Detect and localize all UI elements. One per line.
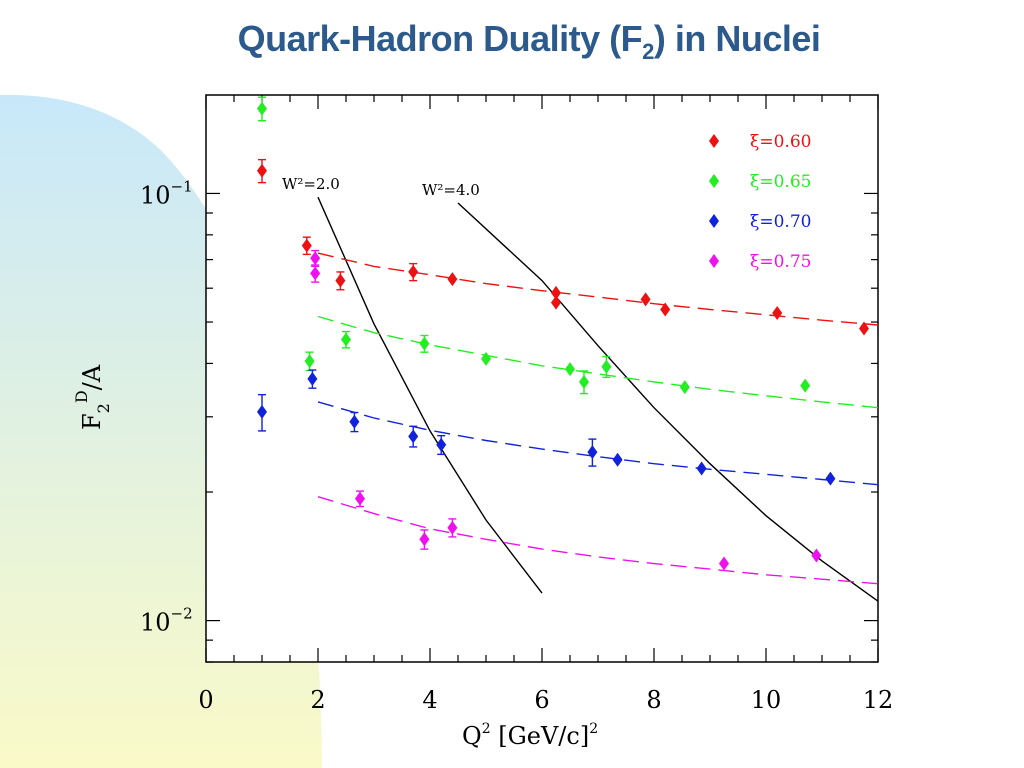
data-point-3 [310, 266, 321, 281]
data-point-2 [587, 445, 598, 460]
y-tick-label: 10−1 [140, 177, 193, 209]
legend-marker [709, 134, 719, 148]
data-point-2 [408, 429, 419, 444]
legend: ξ=0.60 ξ=0.65 ξ=0.70 ξ=0.75 [709, 132, 811, 272]
data-point-2 [307, 371, 318, 386]
data-point-2 [825, 471, 836, 486]
legend-label: ξ=0.65 [750, 172, 811, 192]
w2-curve-0 [317, 196, 543, 594]
title-subscript: 2 [642, 39, 654, 65]
data-point-2 [257, 404, 267, 419]
x-tick-label: 6 [534, 686, 549, 714]
x-tick-label: 4 [422, 686, 437, 714]
data-point-1 [257, 101, 267, 116]
legend-label: ξ=0.75 [750, 252, 811, 272]
title-main: Quark-Hadron Duality (F [237, 18, 643, 59]
data-point-1 [481, 351, 491, 366]
data-point-1 [341, 332, 351, 347]
data-point-2 [612, 452, 623, 467]
y-tick-label: 10−2 [140, 605, 193, 637]
data-point-2 [696, 461, 707, 476]
legend-marker [709, 174, 719, 188]
data-point-1 [304, 354, 315, 369]
data-point-1 [601, 359, 612, 374]
legend-label: ξ=0.60 [750, 132, 811, 152]
data-point-0 [551, 285, 561, 300]
w2-curves: W²=2.0 W²=4.0 [282, 175, 879, 602]
fit-line-0 [317, 252, 879, 326]
title-end: ) in Nuclei [653, 18, 821, 59]
y-axis-title: F2D/A [72, 364, 113, 430]
data-point-0 [301, 238, 312, 253]
data-point-0 [859, 321, 869, 336]
data-point-3 [719, 556, 729, 571]
data-point-1 [800, 378, 811, 393]
w2-curve-label: W²=4.0 [422, 181, 480, 199]
data-point-0 [408, 264, 419, 279]
x-tick-label: 0 [198, 686, 213, 714]
data-point-0 [551, 295, 561, 310]
data-point-2 [349, 414, 360, 429]
data-point-3 [310, 251, 321, 266]
plot-frame [205, 94, 879, 663]
legend-marker [709, 254, 719, 268]
x-tick-label: 12 [863, 686, 894, 714]
x-axis-title: Q2 [GeV/c]2 [462, 721, 598, 750]
data-point-0 [257, 163, 267, 178]
data-point-0 [772, 305, 783, 320]
data-point-3 [811, 548, 822, 563]
data-point-0 [660, 302, 671, 317]
legend-marker [709, 214, 719, 228]
data-point-3 [447, 520, 458, 535]
w2-curve-label: W²=2.0 [282, 175, 340, 193]
data-point-3 [419, 532, 430, 547]
axis-ticks [205, 95, 879, 663]
data-points [257, 96, 869, 571]
data-point-1 [579, 374, 589, 389]
data-point-1 [679, 380, 690, 395]
data-point-0 [335, 273, 346, 288]
data-point-0 [447, 272, 458, 287]
data-point-0 [640, 292, 651, 307]
legend-label: ξ=0.70 [750, 212, 811, 232]
x-tick-label: 8 [646, 686, 661, 714]
x-tick-label: 10 [751, 686, 782, 714]
x-tick-labels: 0 2 4 6 8 10 12 [198, 686, 893, 714]
fit-line-1 [317, 315, 879, 409]
fit-line-3 [317, 496, 879, 585]
data-point-3 [355, 491, 365, 506]
w2-curve-1 [457, 202, 879, 602]
data-point-1 [419, 336, 430, 351]
slide-title: Quark-Hadron Duality (F2) in Nuclei [0, 18, 1024, 65]
data-point-1 [565, 362, 575, 377]
y-tick-labels: 10−1 10−2 [140, 177, 193, 636]
data-point-2 [436, 437, 447, 452]
x-tick-label: 2 [310, 686, 325, 714]
